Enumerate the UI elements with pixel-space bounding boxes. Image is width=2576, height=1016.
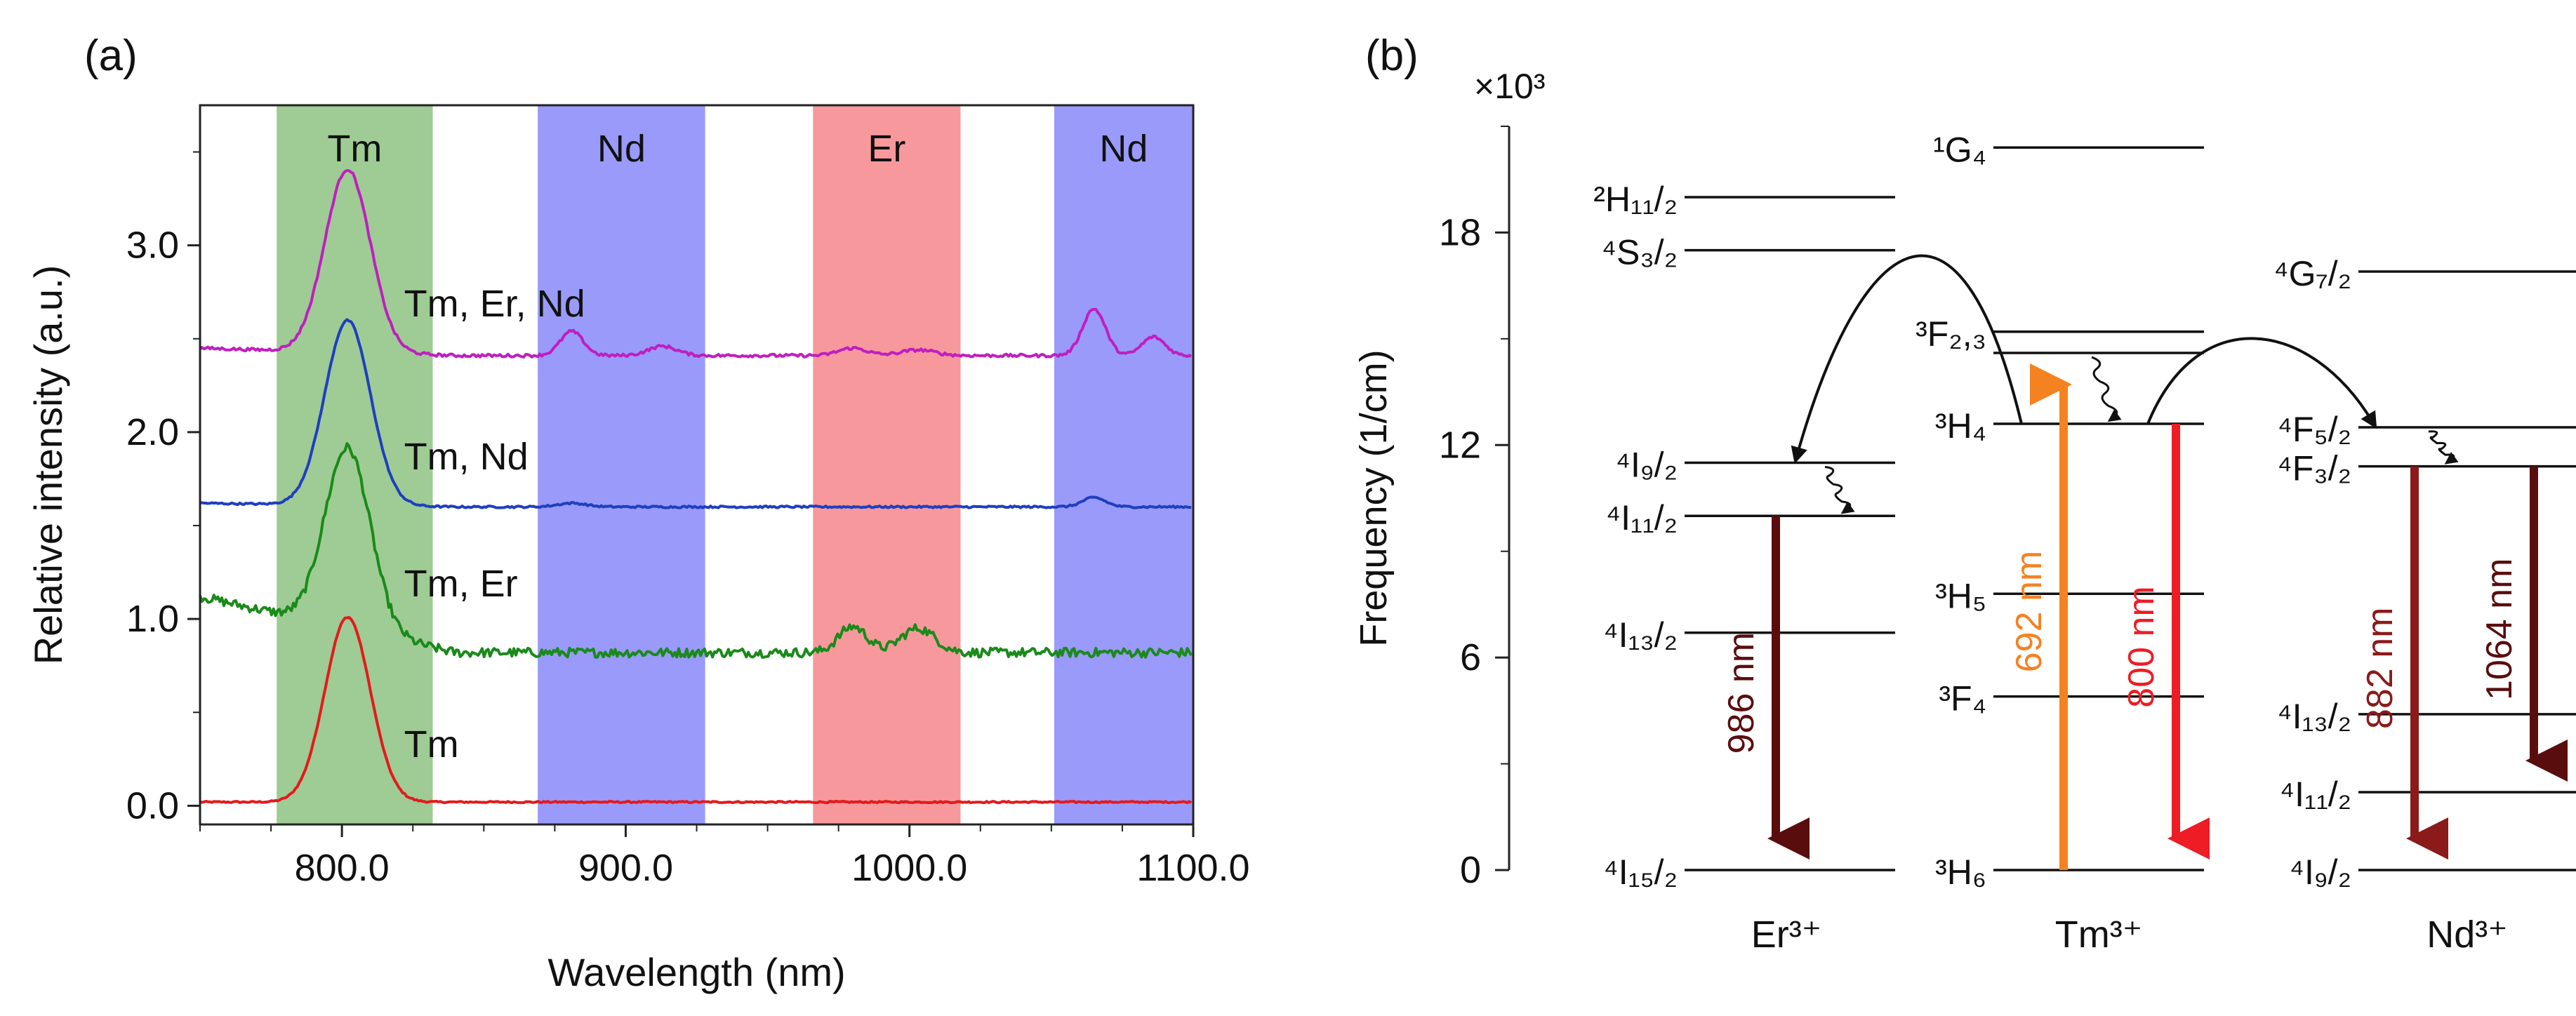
ion-label-0: Er³⁺ bbox=[1751, 914, 1822, 956]
series-line-0 bbox=[199, 615, 1193, 805]
y-tick-label-2: 2.0 bbox=[126, 411, 179, 453]
level-label-1-0: ¹G₄ bbox=[1933, 130, 1986, 169]
x-axis-label: Wavelength (nm) bbox=[547, 950, 845, 994]
band-label-1: Nd bbox=[597, 128, 646, 170]
level-label-2-0: ⁴G₇/₂ bbox=[2273, 254, 2351, 293]
band-label-0: Tm bbox=[327, 128, 382, 170]
b-tick-label-2: 12 bbox=[1439, 424, 1481, 466]
x-tick-label-3: 1100.0 bbox=[1136, 847, 1249, 889]
energy-transfer-tm-er bbox=[1791, 254, 2023, 464]
level-label-1-3: ³H₄ bbox=[1935, 406, 1986, 446]
panel-b: (b) ×10³ 0 6 12 18 Frequency (1/cm) ²H₁₁/₂ ⁴… bbox=[1353, 32, 2576, 956]
level-label-0-2: ⁴I₉/₂ bbox=[1615, 446, 1678, 485]
level-label-2-3: ⁴I₁₃/₂ bbox=[2277, 697, 2351, 736]
y-tick-label-1: 1.0 bbox=[126, 598, 179, 640]
multiplier-label: ×10³ bbox=[1474, 67, 1545, 106]
b-tick-label-3: 18 bbox=[1439, 211, 1481, 253]
frequency-axis-label: Frequency (1/cm) bbox=[1353, 349, 1395, 646]
level-label-2-5: ⁴I₉/₂ bbox=[2289, 853, 2351, 892]
relaxation-tm bbox=[2091, 356, 2122, 422]
level-label-1-4: ³H₅ bbox=[1935, 576, 1986, 615]
y-axis-label: Relative intensity (a.u.) bbox=[26, 265, 70, 665]
level-label-0-3: ⁴I₁₁/₂ bbox=[1606, 498, 1678, 537]
relaxation-nd bbox=[2428, 430, 2459, 464]
relaxation-er bbox=[1824, 466, 1855, 514]
x-tick-label-0: 800.0 bbox=[295, 847, 390, 889]
band-label-3: Nd bbox=[1099, 128, 1148, 170]
series-line-1 bbox=[199, 442, 1193, 659]
level-label-2-2: ⁴F₃/₂ bbox=[2277, 449, 2351, 488]
b-tick-label-1: 6 bbox=[1460, 636, 1481, 679]
level-label-0-5: ⁴I₁₅/₂ bbox=[1603, 853, 1678, 892]
ion-label-1: Tm³⁺ bbox=[2055, 914, 2142, 956]
level-label-0-4: ⁴I₁₃/₂ bbox=[1603, 615, 1678, 655]
series-label-0: Tm bbox=[404, 723, 459, 766]
y-tick-label-3: 3.0 bbox=[126, 225, 179, 267]
level-label-1-1: ³F₂,₃ bbox=[1916, 314, 1986, 354]
series-line-3 bbox=[199, 169, 1193, 359]
panel-a: (a) Tm Nd Er Nd Tm Tm, Er Tm, Nd Tm, Er, Nd 80… bbox=[26, 32, 1250, 994]
series-label-3: Tm, Er, Nd bbox=[404, 283, 585, 325]
band-label-2: Er bbox=[868, 128, 905, 170]
b-tick-label-0: 0 bbox=[1460, 849, 1481, 891]
panel-b-label: (b) bbox=[1365, 32, 1419, 80]
series-label-2: Tm, Nd bbox=[404, 436, 529, 478]
transition-label-0: 986 nm bbox=[1721, 632, 1762, 754]
level-label-2-1: ⁴F₅/₂ bbox=[2278, 410, 2351, 449]
level-label-0-0: ²H₁₁/₂ bbox=[1593, 180, 1678, 219]
ion-label-2: Nd³⁺ bbox=[2426, 914, 2508, 956]
transition-label-2: 800 nm bbox=[2121, 586, 2162, 707]
level-label-0-1: ⁴S₃/₂ bbox=[1602, 233, 1678, 272]
transition-label-4: 1064 nm bbox=[2479, 559, 2520, 700]
level-label-1-6: ³H₆ bbox=[1935, 853, 1986, 892]
transition-label-3: 882 nm bbox=[2360, 608, 2401, 729]
level-label-2-4: ⁴I₁₁/₂ bbox=[2280, 775, 2351, 814]
series-label-1: Tm, Er bbox=[404, 563, 518, 605]
level-label-1-5: ³F₄ bbox=[1939, 679, 1986, 718]
series-line-2 bbox=[199, 318, 1192, 509]
band-2 bbox=[813, 105, 961, 824]
x-tick-label-1: 900.0 bbox=[578, 847, 673, 889]
band-0 bbox=[277, 105, 433, 824]
y-tick-label-0: 0.0 bbox=[126, 784, 179, 827]
energy-transfer-tm-nd bbox=[2146, 337, 2377, 429]
x-tick-label-2: 1000.0 bbox=[851, 847, 967, 889]
transition-label-1: 692 nm bbox=[2009, 551, 2050, 672]
panel-a-label: (a) bbox=[84, 32, 138, 80]
band-1 bbox=[538, 105, 705, 824]
band-3 bbox=[1054, 105, 1193, 824]
